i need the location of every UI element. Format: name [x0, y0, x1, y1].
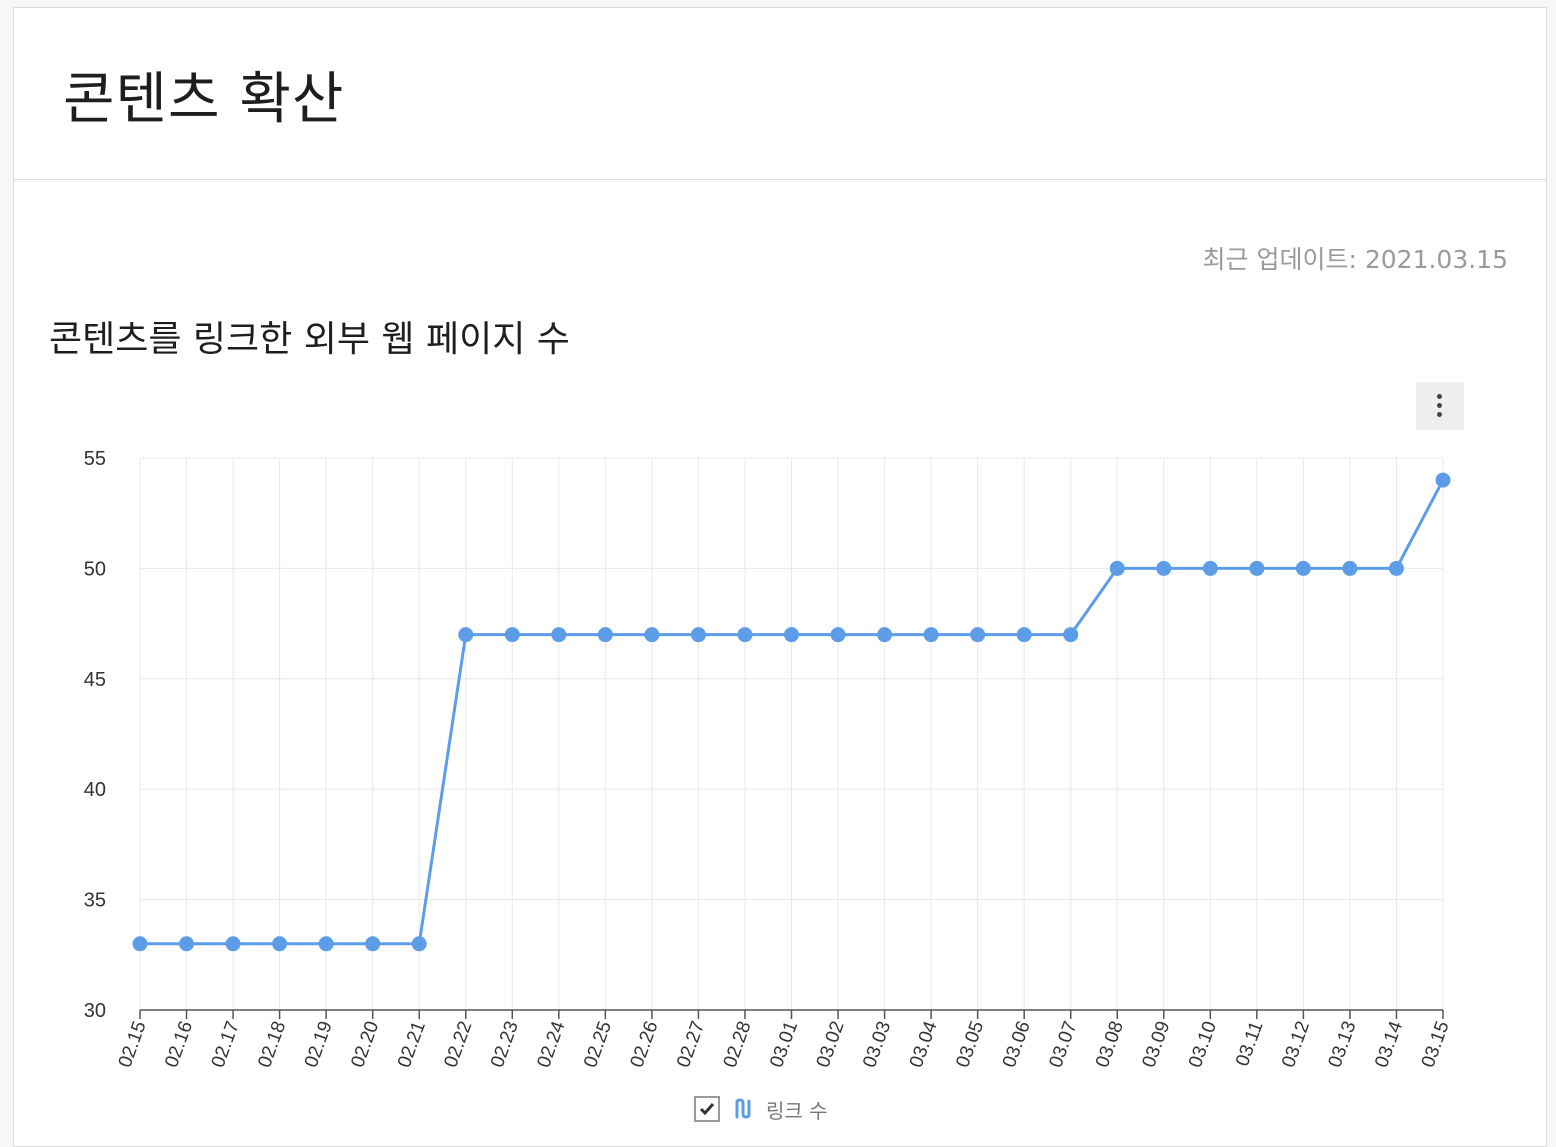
last-updated-text: 최근 업데이트: 2021.03.15 [1202, 245, 1508, 274]
data-point [551, 627, 567, 643]
data-point [1016, 627, 1032, 643]
x-tick-label: 03.04 [906, 1018, 942, 1070]
line-series-icon [735, 1098, 751, 1119]
data-point [830, 627, 846, 643]
x-tick-label: 03.02 [813, 1019, 849, 1071]
data-point [1063, 627, 1079, 643]
x-tick-label: 02.16 [161, 1019, 197, 1071]
chart-menu-button[interactable] [1416, 382, 1464, 430]
y-tick-label: 50 [84, 558, 106, 580]
data-point [737, 627, 753, 643]
x-tick-label: 03.01 [766, 1019, 802, 1071]
data-point [225, 936, 241, 952]
x-tick-label: 02.20 [347, 1019, 383, 1071]
more-vertical-icon-dot [1437, 412, 1442, 417]
page-header: 콘텐츠 확산 [14, 8, 1546, 180]
data-point [1156, 560, 1172, 576]
data-point [1342, 560, 1358, 576]
x-tick-label: 03.09 [1138, 1019, 1174, 1071]
legend-label: 링크 수 [766, 1098, 828, 1123]
data-point [970, 627, 986, 643]
data-point [458, 627, 474, 643]
chart-legend: 링크 수 [694, 1092, 828, 1126]
data-point [504, 627, 520, 643]
x-tick-label: 03.03 [859, 1019, 895, 1071]
data-point [132, 936, 148, 952]
data-point [690, 627, 706, 643]
data-point [1435, 472, 1451, 488]
x-tick-label: 02.28 [720, 1019, 756, 1071]
x-tick-label: 03.06 [999, 1019, 1035, 1071]
y-tick-label: 35 [84, 890, 106, 912]
x-tick-label: 02.25 [580, 1019, 616, 1071]
x-tick-label: 02.21 [394, 1019, 430, 1071]
y-tick-label: 45 [84, 669, 106, 691]
data-point [272, 936, 288, 952]
content-card: 콘텐츠 확산 [13, 7, 1547, 1147]
x-tick-label: 03.08 [1092, 1019, 1128, 1071]
data-point [1109, 560, 1125, 576]
x-tick-label: 02.17 [208, 1019, 244, 1071]
x-tick-label: 02.27 [673, 1019, 709, 1071]
x-tick-label: 03.07 [1045, 1019, 1081, 1071]
data-point [365, 936, 381, 952]
x-tick-label: 03.10 [1185, 1019, 1221, 1071]
data-point [1249, 560, 1265, 576]
data-point [923, 627, 939, 643]
data-point [318, 936, 334, 952]
checkmark-icon [699, 1103, 715, 1116]
data-point [1388, 560, 1404, 576]
x-tick-label: 02.23 [487, 1019, 523, 1071]
data-point [411, 936, 427, 952]
y-tick-label: 40 [84, 779, 106, 801]
more-vertical-icon-dot [1437, 403, 1442, 408]
page-title: 콘텐츠 확산 [63, 67, 345, 132]
x-tick-label: 02.18 [254, 1019, 290, 1071]
legend-checkbox[interactable] [694, 1096, 720, 1122]
x-tick-label: 02.22 [440, 1019, 476, 1071]
x-tick-label: 03.12 [1278, 1019, 1314, 1071]
data-point [597, 627, 613, 643]
chart-section-title: 콘텐츠를 링크한 외부 웹 페이지 수 [49, 319, 570, 360]
data-point [644, 627, 660, 643]
y-tick-label: 30 [84, 1000, 106, 1022]
x-tick-label: 02.26 [627, 1019, 663, 1071]
x-tick-label: 03.11 [1232, 1019, 1268, 1070]
y-tick-label: 55 [84, 448, 106, 470]
x-tick-label: 03.05 [952, 1019, 988, 1071]
x-tick-label: 03.14 [1371, 1018, 1407, 1070]
data-point [877, 627, 893, 643]
data-point [1295, 560, 1311, 576]
x-tick-label: 03.15 [1418, 1019, 1454, 1071]
x-tick-label: 02.19 [301, 1019, 337, 1071]
x-tick-label: 02.15 [115, 1019, 151, 1071]
x-tick-label: 03.13 [1325, 1019, 1361, 1071]
x-tick-label: 02.24 [534, 1018, 570, 1070]
data-point [179, 936, 195, 952]
data-point [1202, 560, 1218, 576]
more-vertical-icon [1437, 394, 1442, 399]
data-point [784, 627, 799, 643]
